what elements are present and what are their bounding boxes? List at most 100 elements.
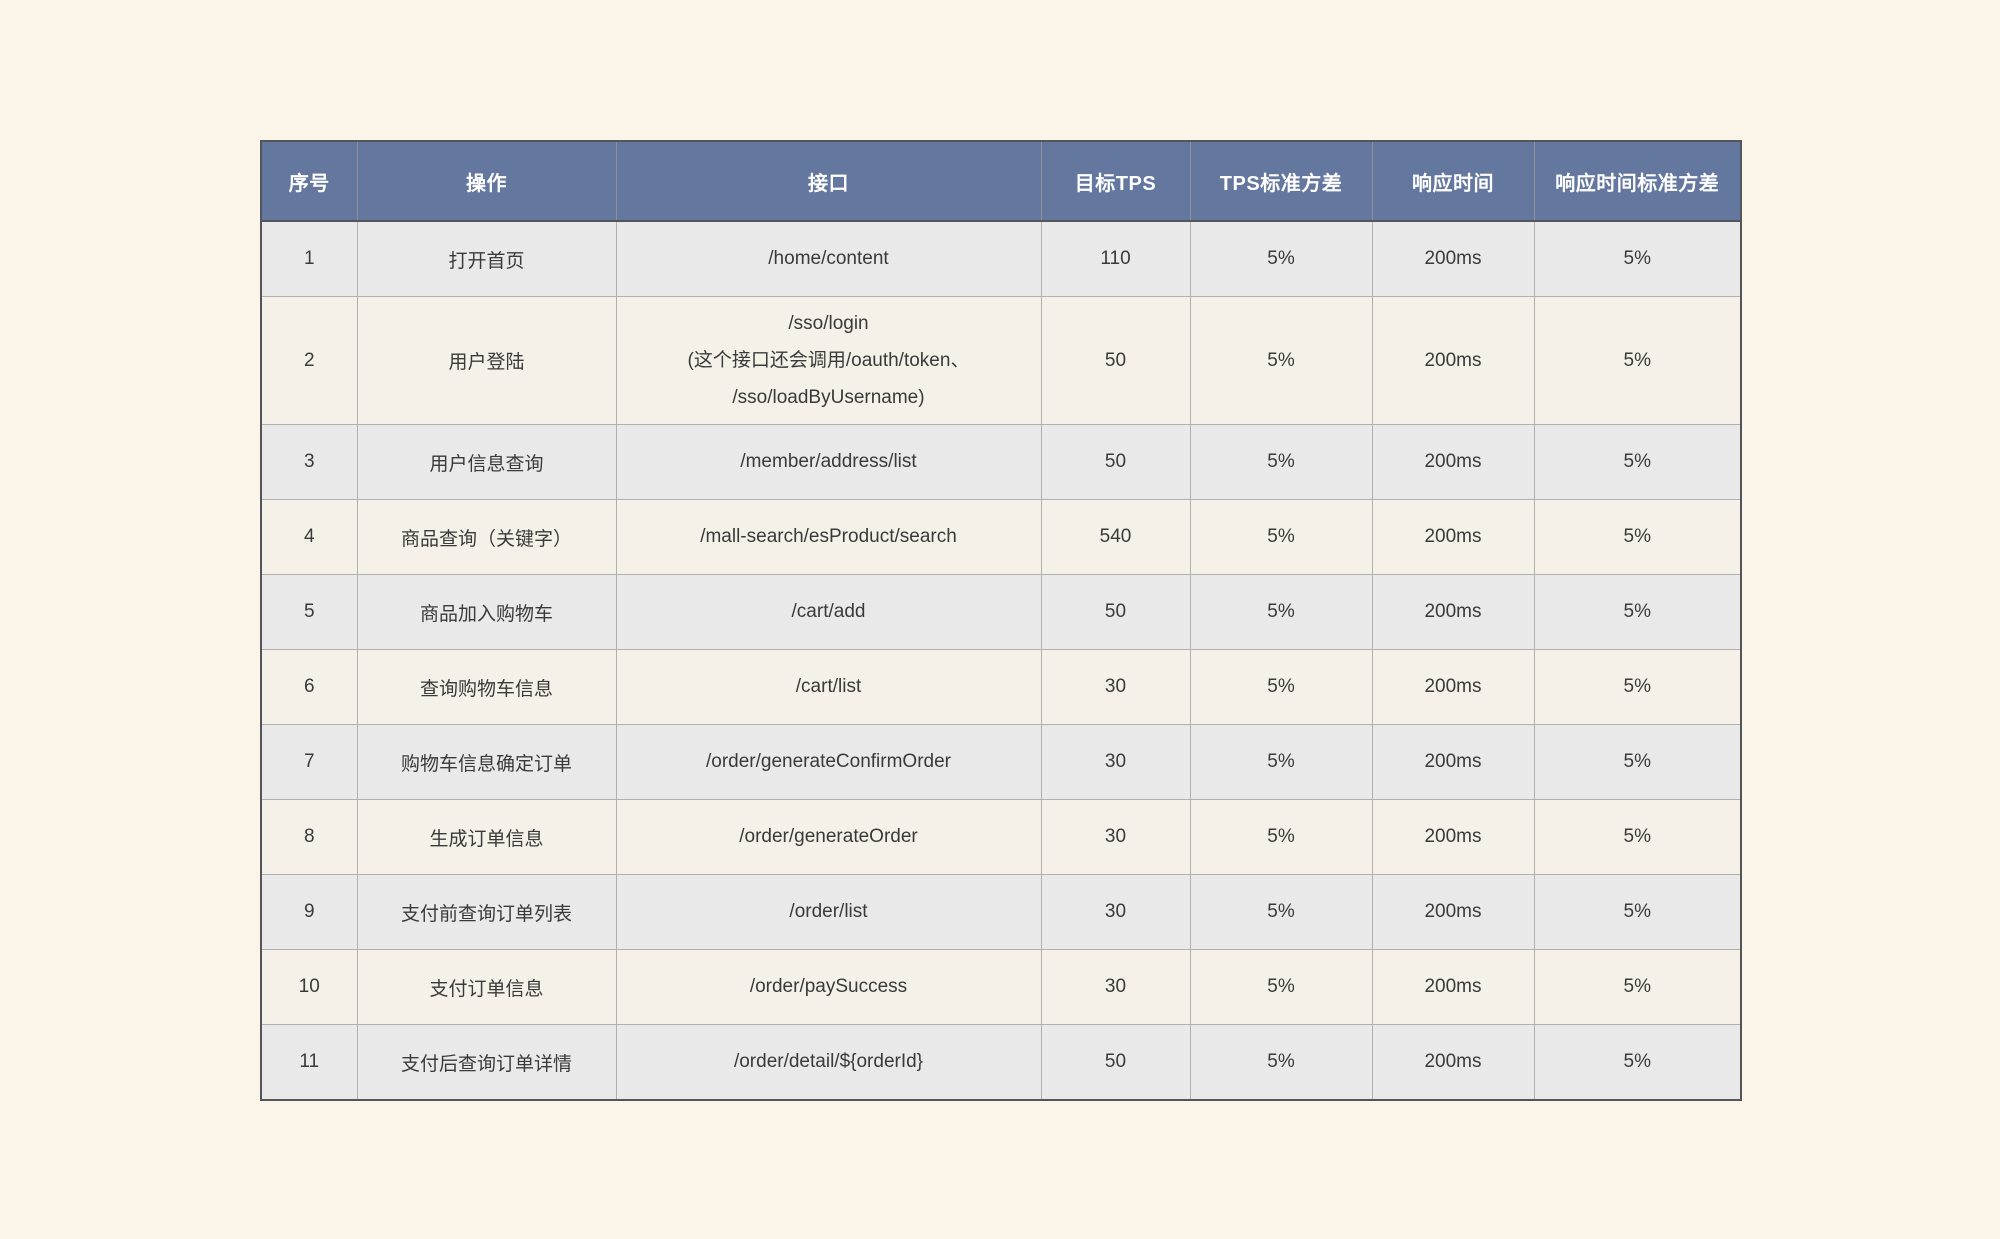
cell-api: /member/address/list [615, 424, 1042, 500]
cell-tps-stddev: 5% [1189, 1024, 1373, 1101]
cell-operation: 支付前查询订单列表 [356, 874, 617, 950]
cell-operation: 支付后查询订单详情 [356, 1024, 617, 1101]
cell-operation: 查询购物车信息 [356, 649, 617, 725]
cell-index: 4 [260, 499, 358, 575]
header-row: 序号 操作 接口 目标TPS TPS标准方差 响应时间 响应时间标准方差 [260, 140, 1742, 222]
cell-target-tps: 30 [1040, 799, 1191, 875]
cell-index: 6 [260, 649, 358, 725]
cell-target-tps: 540 [1040, 499, 1191, 575]
cell-tps-stddev: 5% [1189, 649, 1373, 725]
cell-tps-stddev: 5% [1189, 874, 1373, 950]
header-operation: 操作 [356, 140, 617, 222]
header-target-tps: 目标TPS [1040, 140, 1191, 222]
cell-response-time: 200ms [1371, 1024, 1535, 1101]
table-row: 2 用户登陆 /sso/login (这个接口还会调用/oauth/token、… [260, 296, 1742, 425]
cell-api: /order/paySuccess [615, 949, 1042, 1025]
table-row: 1 打开首页 /home/content 110 5% 200ms 5% [260, 220, 1742, 297]
cell-response-time: 200ms [1371, 874, 1535, 950]
cell-response-time: 200ms [1371, 499, 1535, 575]
cell-tps-stddev: 5% [1189, 799, 1373, 875]
table-row: 3 用户信息查询 /member/address/list 50 5% 200m… [260, 424, 1742, 500]
cell-index: 5 [260, 574, 358, 650]
cell-target-tps: 50 [1040, 1024, 1191, 1101]
cell-index: 9 [260, 874, 358, 950]
cell-index: 11 [260, 1024, 358, 1101]
table-body: 1 打开首页 /home/content 110 5% 200ms 5% 2 用… [260, 220, 1742, 1101]
cell-response-time: 200ms [1371, 649, 1535, 725]
cell-tps-stddev: 5% [1189, 296, 1373, 425]
table-row: 8 生成订单信息 /order/generateOrder 30 5% 200m… [260, 799, 1742, 875]
header-response-time: 响应时间 [1371, 140, 1535, 222]
cell-target-tps: 50 [1040, 424, 1191, 500]
table-row: 7 购物车信息确定订单 /order/generateConfirmOrder … [260, 724, 1742, 800]
cell-tps-stddev: 5% [1189, 424, 1373, 500]
cell-response-time-stddev: 5% [1533, 1024, 1742, 1101]
cell-operation: 商品查询（关键字） [356, 499, 617, 575]
cell-tps-stddev: 5% [1189, 499, 1373, 575]
cell-response-time: 200ms [1371, 724, 1535, 800]
table-row: 6 查询购物车信息 /cart/list 30 5% 200ms 5% [260, 649, 1742, 725]
table-row: 10 支付订单信息 /order/paySuccess 30 5% 200ms … [260, 949, 1742, 1025]
cell-index: 7 [260, 724, 358, 800]
cell-api: /order/generateOrder [615, 799, 1042, 875]
cell-tps-stddev: 5% [1189, 724, 1373, 800]
cell-target-tps: 30 [1040, 649, 1191, 725]
cell-api: /cart/list [615, 649, 1042, 725]
cell-index: 8 [260, 799, 358, 875]
cell-operation: 购物车信息确定订单 [356, 724, 617, 800]
cell-target-tps: 30 [1040, 874, 1191, 950]
cell-target-tps: 50 [1040, 296, 1191, 425]
cell-api: /order/list [615, 874, 1042, 950]
cell-api: /home/content [615, 220, 1042, 297]
cell-response-time: 200ms [1371, 296, 1535, 425]
cell-api: /order/generateConfirmOrder [615, 724, 1042, 800]
cell-operation: 商品加入购物车 [356, 574, 617, 650]
cell-target-tps: 30 [1040, 724, 1191, 800]
table-header: 序号 操作 接口 目标TPS TPS标准方差 响应时间 响应时间标准方差 [260, 140, 1742, 222]
table-row: 4 商品查询（关键字） /mall-search/esProduct/searc… [260, 499, 1742, 575]
cell-operation: 打开首页 [356, 220, 617, 297]
cell-response-time: 200ms [1371, 799, 1535, 875]
header-api: 接口 [615, 140, 1042, 222]
performance-test-table-container: 序号 操作 接口 目标TPS TPS标准方差 响应时间 响应时间标准方差 1 打… [260, 140, 1742, 1101]
cell-response-time-stddev: 5% [1533, 424, 1742, 500]
cell-index: 1 [260, 220, 358, 297]
header-tps-stddev: TPS标准方差 [1189, 140, 1373, 222]
cell-tps-stddev: 5% [1189, 574, 1373, 650]
header-response-time-stddev: 响应时间标准方差 [1533, 140, 1742, 222]
table-row: 5 商品加入购物车 /cart/add 50 5% 200ms 5% [260, 574, 1742, 650]
cell-api: /order/detail/${orderId} [615, 1024, 1042, 1101]
cell-index: 10 [260, 949, 358, 1025]
cell-response-time-stddev: 5% [1533, 499, 1742, 575]
cell-api: /cart/add [615, 574, 1042, 650]
cell-response-time-stddev: 5% [1533, 874, 1742, 950]
cell-response-time: 200ms [1371, 220, 1535, 297]
cell-response-time-stddev: 5% [1533, 949, 1742, 1025]
cell-target-tps: 50 [1040, 574, 1191, 650]
cell-response-time-stddev: 5% [1533, 724, 1742, 800]
header-index: 序号 [260, 140, 358, 222]
cell-response-time: 200ms [1371, 949, 1535, 1025]
cell-target-tps: 30 [1040, 949, 1191, 1025]
cell-operation: 用户登陆 [356, 296, 617, 425]
cell-operation: 用户信息查询 [356, 424, 617, 500]
cell-api: /mall-search/esProduct/search [615, 499, 1042, 575]
table-row: 11 支付后查询订单详情 /order/detail/${orderId} 50… [260, 1024, 1742, 1101]
cell-operation: 生成订单信息 [356, 799, 617, 875]
cell-tps-stddev: 5% [1189, 220, 1373, 297]
cell-response-time-stddev: 5% [1533, 574, 1742, 650]
cell-index: 2 [260, 296, 358, 425]
cell-tps-stddev: 5% [1189, 949, 1373, 1025]
cell-response-time-stddev: 5% [1533, 220, 1742, 297]
cell-response-time-stddev: 5% [1533, 799, 1742, 875]
performance-test-table: 序号 操作 接口 目标TPS TPS标准方差 响应时间 响应时间标准方差 1 打… [260, 140, 1742, 1101]
cell-target-tps: 110 [1040, 220, 1191, 297]
cell-response-time-stddev: 5% [1533, 649, 1742, 725]
cell-index: 3 [260, 424, 358, 500]
cell-response-time: 200ms [1371, 574, 1535, 650]
cell-response-time: 200ms [1371, 424, 1535, 500]
cell-operation: 支付订单信息 [356, 949, 617, 1025]
cell-api: /sso/login (这个接口还会调用/oauth/token、 /sso/l… [615, 296, 1042, 425]
cell-response-time-stddev: 5% [1533, 296, 1742, 425]
table-row: 9 支付前查询订单列表 /order/list 30 5% 200ms 5% [260, 874, 1742, 950]
